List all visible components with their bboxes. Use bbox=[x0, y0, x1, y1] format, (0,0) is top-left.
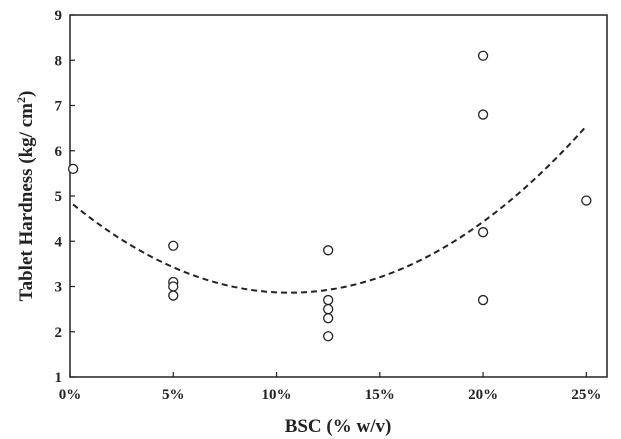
y-tick-label: 4 bbox=[55, 234, 63, 250]
y-tick-label: 2 bbox=[55, 325, 63, 341]
x-tick-label: 10% bbox=[262, 387, 292, 403]
data-point bbox=[477, 227, 489, 238]
y-axis-title-main: Tablet Hardness (kg/ cm bbox=[16, 103, 37, 301]
x-tick-label: 20% bbox=[468, 387, 498, 403]
data-point bbox=[168, 281, 179, 292]
data-point bbox=[323, 331, 334, 342]
data-point bbox=[477, 109, 489, 120]
y-tick-label: 8 bbox=[55, 53, 63, 69]
data-point bbox=[323, 313, 334, 324]
data-point bbox=[323, 294, 334, 306]
y-axis-title-superscript: 2 bbox=[14, 97, 28, 103]
y-axis-title: Tablet Hardness (kg/ cm2) bbox=[14, 91, 37, 302]
data-points bbox=[67, 50, 592, 342]
data-point bbox=[581, 195, 592, 206]
y-tick-label: 3 bbox=[55, 280, 63, 296]
data-point bbox=[168, 240, 179, 251]
data-point bbox=[323, 303, 334, 315]
x-tick-label: 15% bbox=[365, 387, 395, 403]
x-axis-title: BSC (% w/v) bbox=[285, 416, 392, 437]
data-point bbox=[477, 50, 489, 61]
y-tick-label: 6 bbox=[55, 144, 63, 160]
y-axis-ticks: 1 2 3 4 5 6 7 8 9 bbox=[55, 8, 75, 386]
x-axis-ticks: 0% 5% 10% 15% 20% 25% bbox=[59, 372, 601, 403]
data-point bbox=[168, 290, 179, 301]
y-axis-title-close: ) bbox=[16, 91, 37, 97]
x-tick-label: 25% bbox=[571, 387, 601, 403]
y-tick-label: 1 bbox=[55, 370, 63, 386]
y-tick-label: 5 bbox=[55, 189, 63, 205]
y-tick-label: 9 bbox=[55, 8, 63, 24]
data-point bbox=[477, 294, 489, 306]
y-tick-label: 7 bbox=[55, 99, 63, 115]
data-point bbox=[323, 245, 334, 256]
x-tick-label: 0% bbox=[59, 387, 82, 403]
plot-area-frame bbox=[69, 14, 608, 378]
data-point bbox=[67, 163, 79, 175]
x-tick-label: 5% bbox=[162, 387, 185, 403]
trendline bbox=[72, 125, 588, 294]
